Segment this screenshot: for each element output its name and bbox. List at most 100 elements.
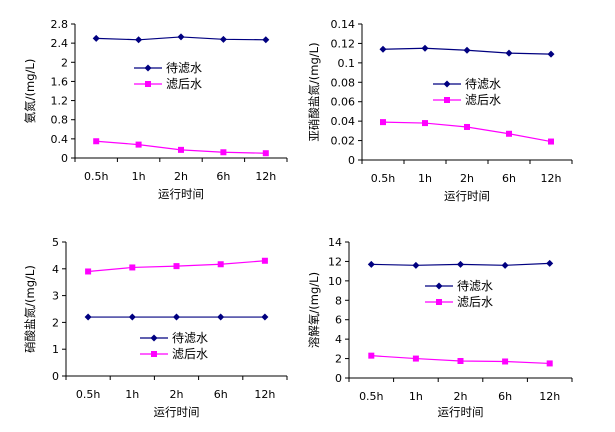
y-tick-label: 0.08 bbox=[331, 76, 356, 89]
x-tick-label: 12h bbox=[541, 172, 562, 185]
legend-marker bbox=[144, 64, 152, 72]
data-point bbox=[261, 257, 268, 264]
y-tick-label: 10 bbox=[328, 275, 342, 288]
x-tick-label: 1h bbox=[132, 170, 146, 183]
y-tick-label: 0 bbox=[52, 370, 59, 383]
legend-label: 待滤水 bbox=[457, 279, 493, 293]
data-point bbox=[506, 130, 512, 137]
data-point bbox=[548, 138, 554, 145]
data-point bbox=[178, 146, 184, 153]
data-point bbox=[220, 149, 227, 156]
y-tick-label: 1.6 bbox=[51, 75, 69, 88]
data-point bbox=[380, 119, 386, 126]
y-tick-label: 0.04 bbox=[331, 115, 356, 128]
y-tick-label: 12 bbox=[328, 255, 342, 268]
x-axis-label: 运行时间 bbox=[444, 189, 490, 203]
data-point bbox=[173, 263, 180, 270]
data-point bbox=[217, 313, 225, 321]
data-point bbox=[129, 264, 136, 271]
legend-marker bbox=[443, 80, 451, 88]
y-axis-label: 溶解氧/(mg/L) bbox=[307, 272, 321, 348]
y-tick-label: 2 bbox=[335, 353, 342, 366]
y-tick-label: 0.14 bbox=[331, 18, 356, 31]
data-point bbox=[217, 261, 224, 268]
data-point bbox=[85, 268, 92, 275]
x-tick-label: 6h bbox=[214, 388, 228, 401]
y-axis-label: 氨氮/(mg/L) bbox=[23, 59, 37, 124]
y-tick-label: 1.2 bbox=[51, 95, 69, 108]
data-point bbox=[457, 260, 464, 268]
data-point bbox=[547, 50, 555, 58]
y-tick-label: 0 bbox=[61, 152, 68, 165]
legend-marker bbox=[435, 282, 443, 290]
legend-marker bbox=[145, 81, 151, 87]
data-point bbox=[457, 358, 464, 364]
y-tick-label: 6 bbox=[335, 314, 342, 327]
x-tick-label: 6h bbox=[502, 172, 516, 185]
x-tick-label: 12h bbox=[255, 170, 276, 183]
x-tick-label: 2h bbox=[460, 172, 474, 185]
data-point bbox=[135, 141, 142, 148]
data-point bbox=[128, 313, 136, 321]
legend-marker bbox=[436, 299, 442, 305]
x-tick-label: 0.5h bbox=[371, 172, 395, 185]
data-point bbox=[93, 138, 100, 145]
x-tick-label: 1h bbox=[409, 390, 423, 403]
data-point bbox=[368, 352, 375, 359]
x-tick-label: 2h bbox=[174, 170, 188, 183]
data-point bbox=[262, 150, 269, 157]
legend-label: 待滤水 bbox=[166, 61, 202, 75]
x-axis-label: 运行时间 bbox=[154, 405, 200, 419]
y-tick-label: 0 bbox=[348, 154, 355, 167]
data-point bbox=[412, 355, 419, 362]
data-point bbox=[379, 45, 387, 53]
data-point bbox=[422, 120, 428, 127]
chart-2: 0 0.02 0.04 0.06 0.08 0.1 0.12 0.14 0.5h 1h 2h 6h 12… bbox=[307, 18, 573, 203]
y-tick-label: 4 bbox=[52, 263, 59, 276]
y-axis-label: 硝酸盐氮/(mg/L) bbox=[23, 265, 37, 353]
x-tick-label: 12h bbox=[539, 390, 560, 403]
legend-label: 滤后水 bbox=[166, 77, 202, 91]
data-point bbox=[505, 49, 513, 57]
data-point bbox=[92, 34, 100, 42]
data-point bbox=[177, 33, 185, 41]
data-point bbox=[219, 35, 227, 43]
x-tick-label: 1h bbox=[125, 388, 139, 401]
x-tick-label: 2h bbox=[454, 390, 468, 403]
x-tick-label: 0.5h bbox=[84, 170, 108, 183]
legend-label: 待滤水 bbox=[465, 77, 501, 91]
legend-label: 滤后水 bbox=[457, 295, 493, 309]
x-tick-label: 6h bbox=[216, 170, 230, 183]
x-axis-label: 运行时间 bbox=[438, 405, 484, 419]
chart-4: 0 2 4 6 8 10 12 14 0.5h 1h 2h 6h 12h 运行时间 溶解氧/(mg/L) 待滤… bbox=[307, 236, 573, 419]
y-tick-label: 2 bbox=[52, 316, 59, 329]
y-tick-label: 8 bbox=[335, 294, 342, 307]
y-tick-label: 2 bbox=[61, 56, 68, 69]
data-point bbox=[135, 36, 143, 44]
legend-marker bbox=[151, 351, 157, 357]
y-tick-label: 0.12 bbox=[331, 37, 356, 50]
data-point bbox=[173, 313, 180, 321]
y-tick-label: 3 bbox=[52, 290, 59, 303]
y-tick-label: 2.4 bbox=[51, 37, 69, 50]
x-tick-label: 0.5h bbox=[359, 390, 383, 403]
data-point bbox=[463, 46, 471, 54]
data-point bbox=[501, 261, 509, 269]
data-point bbox=[421, 44, 429, 52]
data-point bbox=[464, 123, 470, 130]
data-point bbox=[261, 313, 269, 321]
data-point bbox=[262, 36, 270, 44]
data-point bbox=[412, 261, 420, 269]
legend-label: 滤后水 bbox=[172, 347, 208, 361]
data-point bbox=[546, 259, 554, 267]
y-tick-label: 2.8 bbox=[51, 18, 69, 31]
y-tick-label: 0.8 bbox=[51, 114, 69, 127]
legend-label: 待滤水 bbox=[172, 331, 208, 345]
y-tick-label: 0.1 bbox=[338, 57, 356, 70]
legend-label: 滤后水 bbox=[465, 93, 501, 107]
x-axis-label: 运行时间 bbox=[158, 187, 204, 201]
data-point bbox=[84, 313, 92, 321]
x-tick-label: 1h bbox=[418, 172, 432, 185]
y-tick-label: 0.06 bbox=[331, 96, 356, 109]
